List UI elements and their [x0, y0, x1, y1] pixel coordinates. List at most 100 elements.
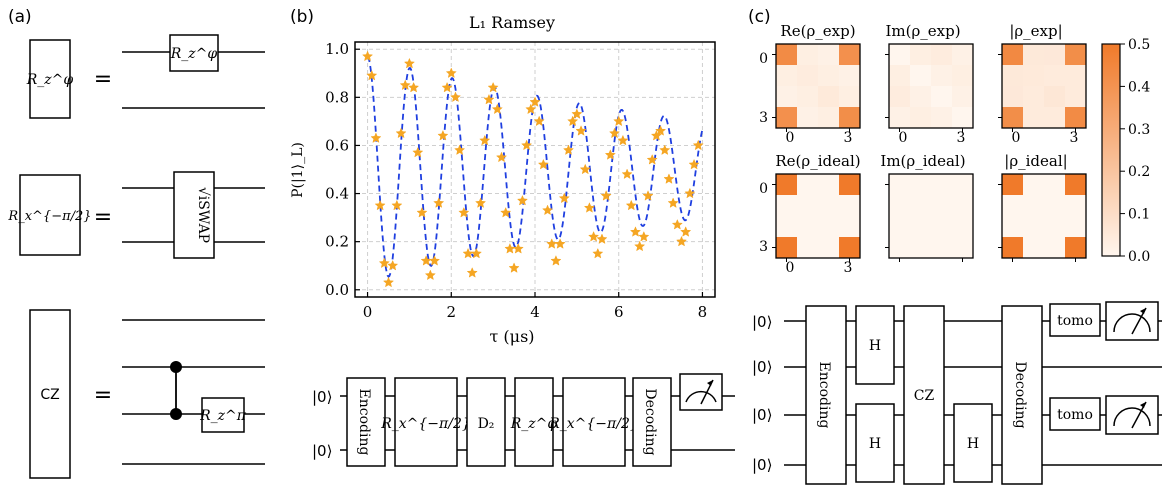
matrix-cell — [931, 237, 953, 259]
data-point — [361, 50, 374, 62]
data-point — [516, 194, 529, 206]
matrix-cell — [818, 195, 840, 217]
data-point — [382, 276, 395, 288]
matrix-cell — [839, 216, 861, 238]
data-point — [646, 154, 658, 165]
density-matrix — [772, 43, 861, 132]
matrix-cell — [776, 237, 798, 259]
density-matrix — [998, 173, 1087, 262]
matrix-cell — [889, 86, 911, 108]
encoding-label: Encoding — [816, 362, 832, 429]
density-matrices — [772, 43, 1087, 262]
matrix-cell — [1023, 216, 1045, 238]
ramsey-chart: L₁ Ramsey 0 2 4 6 8 0.0 0.2 0.4 0.6 0.8 1.0 τ (μs)… — [290, 13, 716, 346]
data-point — [558, 192, 570, 204]
panel-c-label: (c) — [748, 7, 771, 27]
matrix-cell — [1065, 107, 1087, 129]
decoding-gate — [632, 377, 672, 467]
rx-box — [19, 174, 81, 256]
row-rz: R_z^φ = R_z^φ — [26, 34, 265, 119]
decoding-label: Decoding — [1012, 361, 1028, 428]
matrix-cell — [1044, 174, 1066, 196]
rx-gate-label: R_x^{−π/2} — [380, 416, 471, 432]
data-point — [667, 197, 679, 208]
data-point — [500, 206, 512, 218]
matrix-cell — [931, 195, 953, 217]
iswap-gate-label: √iSWAP — [195, 187, 211, 243]
decoding-label: Decoding — [642, 388, 658, 455]
meter-icon — [1105, 301, 1159, 341]
data-point — [412, 146, 424, 158]
matrix-cell — [952, 107, 974, 129]
data-point — [483, 93, 495, 105]
tomo-gate — [1049, 397, 1101, 431]
data-point — [433, 197, 445, 208]
data-point — [529, 96, 541, 107]
matrix-cell — [797, 107, 819, 129]
input-ket: |0⟩ — [312, 442, 332, 460]
data-point — [575, 125, 587, 136]
data-point — [395, 127, 407, 139]
data-point — [625, 199, 637, 211]
data-point — [370, 132, 382, 143]
matrix-cell — [910, 65, 932, 87]
matrix-cell — [797, 195, 819, 217]
data-point — [604, 149, 616, 160]
y-tick-label: 1.0 — [325, 40, 349, 58]
data-point — [416, 206, 428, 218]
x-tick-label: 8 — [698, 303, 708, 321]
circuit-b: |0⟩ |0⟩ Encoding R_x^{−π/2} D₂ R_z^φ R_x… — [312, 373, 735, 467]
colorbar — [1101, 43, 1121, 257]
data-point — [449, 91, 462, 103]
density-matrix — [998, 43, 1087, 132]
matrix-cell — [1044, 237, 1066, 259]
matrix-cell — [797, 86, 819, 108]
equals-sign: = — [94, 205, 112, 230]
matrix-title: Re(ρ_exp) — [780, 22, 855, 40]
data-point — [579, 163, 591, 175]
data-point — [592, 247, 604, 259]
data-point — [462, 247, 474, 259]
colorbar-tick-label: 0.3 — [1128, 122, 1150, 138]
row-cz: CZ = R_z^π — [29, 309, 265, 479]
panel-b-label: (b) — [290, 7, 314, 27]
matrix-cell — [1002, 65, 1024, 87]
matrix-cell — [797, 44, 819, 66]
matrix-cell — [1002, 195, 1024, 217]
data-point — [692, 139, 704, 151]
data-point — [445, 67, 457, 79]
matrix-cell — [1002, 237, 1024, 259]
x-tick-label: 2 — [447, 303, 457, 321]
panel-a-label: (a) — [8, 7, 32, 27]
matrix-cell — [910, 86, 932, 108]
colorbar-tick-label: 0.1 — [1128, 207, 1150, 223]
matrix-cell — [1044, 216, 1066, 238]
data-point — [508, 262, 520, 273]
data-point — [428, 255, 441, 266]
colorbar-tick-label: 0.5 — [1128, 37, 1150, 53]
matrix-cell — [1044, 86, 1066, 108]
data-point — [600, 190, 612, 201]
matrix-cell — [839, 237, 861, 259]
data-point — [378, 257, 390, 269]
data-point — [588, 231, 600, 242]
data-point — [663, 173, 675, 184]
encoding-label: Encoding — [356, 389, 372, 456]
matrix-cell — [910, 237, 932, 259]
rx-gate-label: R_x^{−π/2} — [548, 416, 639, 432]
data-point — [470, 247, 482, 259]
matrix-cell — [839, 107, 861, 129]
matrix-cell — [952, 216, 974, 238]
colorbar-ticks: 0.5 0.4 0.3 0.2 0.1 0.0 — [1120, 37, 1150, 265]
rz-lhs-label: R_z^φ — [26, 72, 74, 88]
h-gate-label: H — [967, 436, 979, 452]
matrix-cell — [931, 107, 953, 129]
matrix-cell — [889, 174, 911, 196]
matrix-cell — [889, 65, 911, 87]
tomo-gate — [1049, 303, 1101, 337]
colorbar-tick-label: 0.2 — [1128, 164, 1150, 180]
matrix-cell — [889, 195, 911, 217]
matrix-cell — [931, 44, 953, 66]
matrix-tick: 3 — [844, 260, 853, 276]
matrix-tick: 0 — [899, 130, 908, 146]
